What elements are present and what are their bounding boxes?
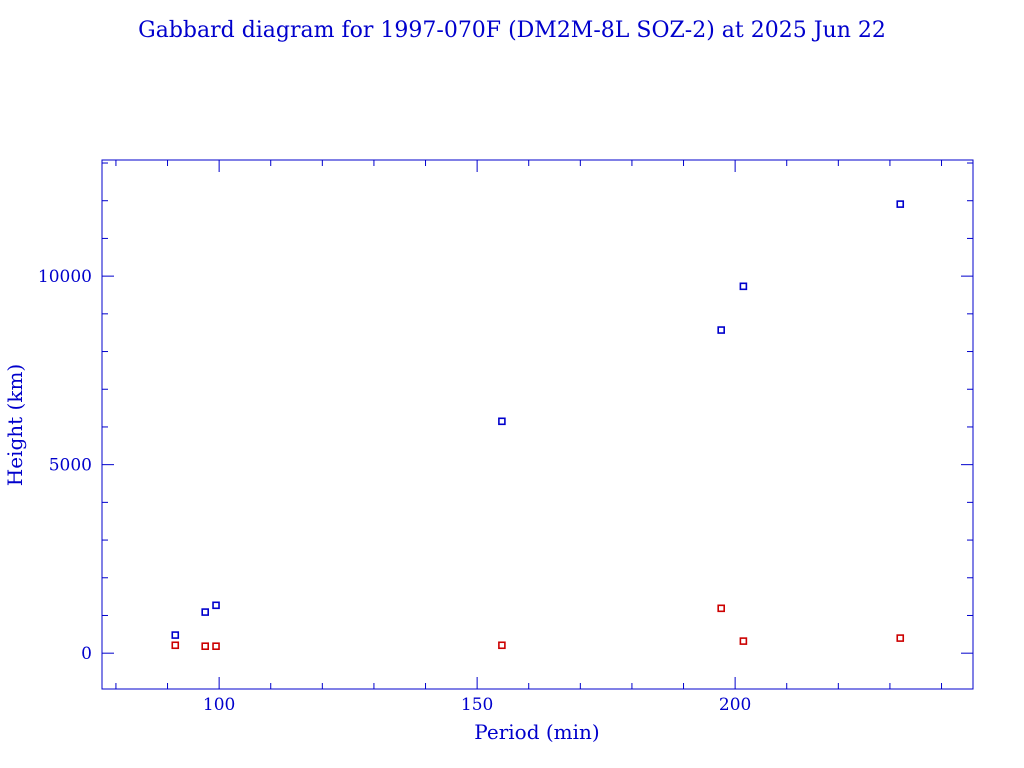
y-tick-label: 10000 (38, 267, 92, 287)
perigee-point (498, 641, 506, 650)
apogee-point (717, 326, 725, 334)
apogee-point (171, 631, 180, 639)
perigee-point (171, 641, 180, 650)
apogee-point (212, 601, 220, 610)
x-tick-label: 150 (461, 695, 493, 715)
y-tick-label: 0 (81, 644, 92, 664)
chart-title: Gabbard diagram for 1997-070F (DM2M-8L S… (138, 18, 886, 43)
tick-labels: 100 150 200 0 5000 10000 (38, 267, 751, 715)
apogee-point (739, 282, 748, 291)
x-axis-label: Period (min) (474, 720, 599, 744)
perigee-point (212, 642, 220, 651)
x-tick-label: 100 (203, 695, 235, 715)
apogee-point (498, 417, 506, 426)
perigee-point (201, 642, 209, 651)
perigee-point (717, 604, 725, 613)
data-points (171, 200, 905, 651)
perigee-point (896, 634, 905, 642)
y-axis-label: Height (km) (3, 364, 27, 486)
axis-ticks (102, 160, 973, 689)
apogee-point (896, 200, 905, 208)
x-tick-label: 200 (719, 695, 751, 715)
perigee-point (739, 637, 748, 645)
apogee-point (201, 608, 209, 616)
plot-frame (101, 159, 974, 690)
y-tick-label: 5000 (49, 456, 92, 476)
